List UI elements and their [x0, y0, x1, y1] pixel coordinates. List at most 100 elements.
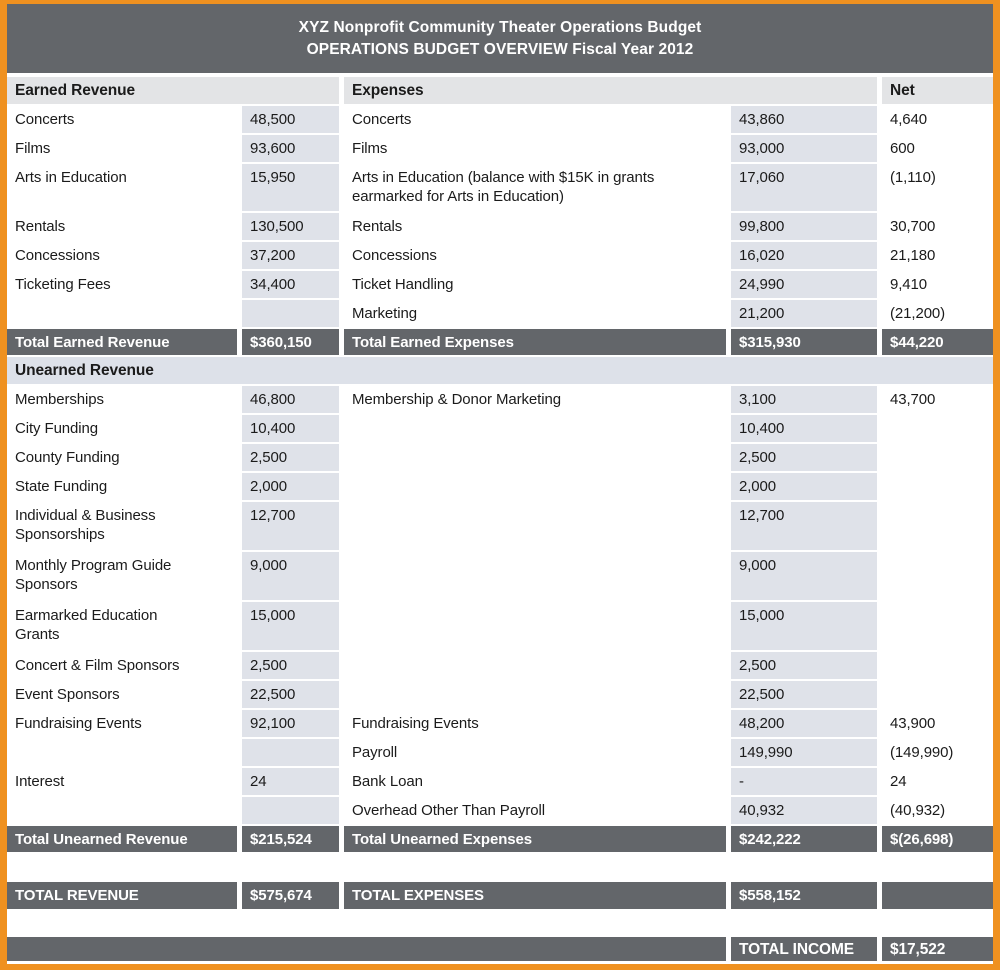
revenue-label-cell-text: State Funding	[15, 478, 108, 495]
budget-data-row: Films 93,600 Films 93,000 600	[7, 135, 993, 162]
revenue-total-value-cell: $215,524	[242, 826, 339, 852]
revenue-value-cell: 2,500	[242, 652, 339, 679]
budget-data-row: Individual & Business Sponsorships 12,700…	[7, 502, 993, 550]
net-value-cell-text: 21,180	[890, 247, 936, 264]
budget-data-row: Concessions 37,200 Concessions 16,020 21,180	[7, 242, 993, 269]
budget-data-row: Memberships 46,800 Membership & Donor Mark…	[7, 386, 993, 413]
net-value-cell	[882, 415, 993, 442]
revenue-label-cell: Event Sponsors	[7, 681, 237, 708]
expense-value-cell: 10,400	[731, 415, 877, 442]
expense-value-cell-text: 24,990	[739, 276, 785, 293]
net-value-cell: (40,932)	[882, 797, 993, 824]
total-income-label-cell-text: TOTAL INCOME	[739, 940, 855, 958]
revenue-label-cell: Films	[7, 135, 237, 162]
revenue-value-cell-text: 15,000	[250, 607, 296, 624]
expense-value-cell: 43,860	[731, 106, 877, 133]
expense-label-cell: Bank Loan	[344, 768, 726, 795]
expense-total-label-cell-text: TOTAL EXPENSES	[352, 887, 484, 904]
revenue-value-cell-text: 34,400	[250, 276, 296, 293]
revenue-value-cell-text: 2,000	[250, 478, 288, 495]
revenue-value-cell-text: 2,500	[250, 657, 288, 674]
revenue-label-cell-text: Concessions	[15, 247, 100, 264]
expense-label-cell: Overhead Other Than Payroll	[344, 797, 726, 824]
expense-value-cell-text: 149,990	[739, 744, 793, 761]
expense-value-cell: 99,800	[731, 213, 877, 240]
expense-value-cell-text: 43,860	[739, 111, 785, 128]
section-title: Unearned Revenue	[7, 357, 993, 384]
revenue-label-cell: Individual & Business Sponsorships	[7, 502, 237, 550]
net-value-cell: 43,700	[882, 386, 993, 413]
revenue-value-cell: 15,000	[242, 602, 339, 650]
revenue-value-cell: 10,400	[242, 415, 339, 442]
revenue-value-cell	[242, 300, 339, 327]
expense-label-cell	[344, 444, 726, 471]
expense-label-cell-text: Ticket Handling	[352, 276, 454, 293]
revenue-label-cell-text: Rentals	[15, 218, 66, 235]
revenue-value-cell-text: 9,000	[250, 557, 288, 574]
revenue-label-cell: County Funding	[7, 444, 237, 471]
expense-total-label-cell: Total Earned Expenses	[344, 329, 726, 355]
expense-label-cell: Membership & Donor Marketing	[344, 386, 726, 413]
budget-data-row: Overhead Other Than Payroll 40,932 (40,932…	[7, 797, 993, 824]
revenue-total-label-cell-text: TOTAL REVENUE	[15, 887, 139, 904]
expense-value-cell-text: 16,020	[739, 247, 785, 264]
revenue-total-value-cell: $360,150	[242, 329, 339, 355]
expense-label-cell	[344, 473, 726, 500]
revenue-label-cell	[7, 300, 237, 327]
budget-data-row: City Funding 10,400 10,400	[7, 415, 993, 442]
revenue-value-cell: 37,200	[242, 242, 339, 269]
expense-total-value-cell-text: $558,152	[739, 887, 801, 904]
revenue-label-cell-text: Interest	[15, 773, 65, 790]
expense-total-label-cell-text: Total Unearned Expenses	[352, 830, 532, 848]
revenue-value-cell	[242, 739, 339, 766]
total-income-label-cell: TOTAL INCOME	[731, 937, 877, 961]
section-header-row: Unearned Revenue	[7, 357, 993, 384]
budget-data-row: Rentals 130,500 Rentals 99,800 30,700	[7, 213, 993, 240]
revenue-label-cell-text: Event Sponsors	[15, 686, 120, 703]
total-income-value-cell-text: $17,522	[890, 940, 946, 958]
net-value-cell-text: (40,932)	[890, 802, 946, 819]
expense-label-cell	[344, 602, 726, 650]
subtotal-row: Total Earned Revenue $360,150 Total Earned…	[7, 329, 993, 355]
expense-total-label-cell-text: Total Earned Expenses	[352, 333, 514, 351]
revenue-value-cell-text: 48,500	[250, 111, 296, 128]
expense-label-cell: Rentals	[344, 213, 726, 240]
column-header-expenses: Expenses	[344, 77, 877, 104]
revenue-label-cell: Arts in Education	[7, 164, 237, 211]
revenue-value-cell-text: 46,800	[250, 391, 296, 408]
revenue-label-cell: State Funding	[7, 473, 237, 500]
budget-data-row: Concerts 48,500 Concerts 43,860 4,640	[7, 106, 993, 133]
revenue-value-cell: 12,700	[242, 502, 339, 550]
revenue-value-cell-text: 15,950	[250, 169, 296, 186]
budget-data-row: State Funding 2,000 2,000	[7, 473, 993, 500]
expense-label-cell-text: Fundraising Events	[352, 715, 479, 732]
budget-data-row: Marketing 21,200 (21,200)	[7, 300, 993, 327]
expense-value-cell: 22,500	[731, 681, 877, 708]
revenue-value-cell: 9,000	[242, 552, 339, 600]
expense-label-cell: Arts in Education (balance with $15K in …	[344, 164, 726, 211]
net-value-cell-text: 4,640	[890, 111, 928, 128]
expense-label-cell	[344, 502, 726, 550]
budget-data-row: Event Sponsors 22,500 22,500	[7, 681, 993, 708]
budget-data-row: Ticketing Fees 34,400 Ticket Handling 24,99…	[7, 271, 993, 298]
revenue-label-cell-text: County Funding	[15, 449, 120, 466]
revenue-value-cell-text: 10,400	[250, 420, 296, 437]
revenue-total-label-cell: TOTAL REVENUE	[7, 882, 237, 909]
expense-label-cell: Marketing	[344, 300, 726, 327]
expense-value-cell-text: 22,500	[739, 686, 785, 703]
revenue-label-cell-text: Earmarked Education Grants	[15, 607, 158, 643]
title-band: XYZ Nonprofit Community Theater Operatio…	[7, 4, 993, 73]
net-value-cell	[882, 552, 993, 600]
expense-value-cell-text: 93,000	[739, 140, 785, 157]
expense-value-cell: 3,100	[731, 386, 877, 413]
expense-value-cell: 93,000	[731, 135, 877, 162]
expense-value-cell: 15,000	[731, 602, 877, 650]
revenue-label-cell: City Funding	[7, 415, 237, 442]
expense-label-cell	[344, 681, 726, 708]
expense-label-cell-text: Bank Loan	[352, 773, 423, 790]
expense-total-value-cell: $558,152	[731, 882, 877, 909]
budget-data-row: County Funding 2,500 2,500	[7, 444, 993, 471]
revenue-total-label-cell-text: Total Earned Revenue	[15, 333, 170, 351]
net-value-cell: 43,900	[882, 710, 993, 737]
expense-label-cell-text: Payroll	[352, 744, 398, 761]
